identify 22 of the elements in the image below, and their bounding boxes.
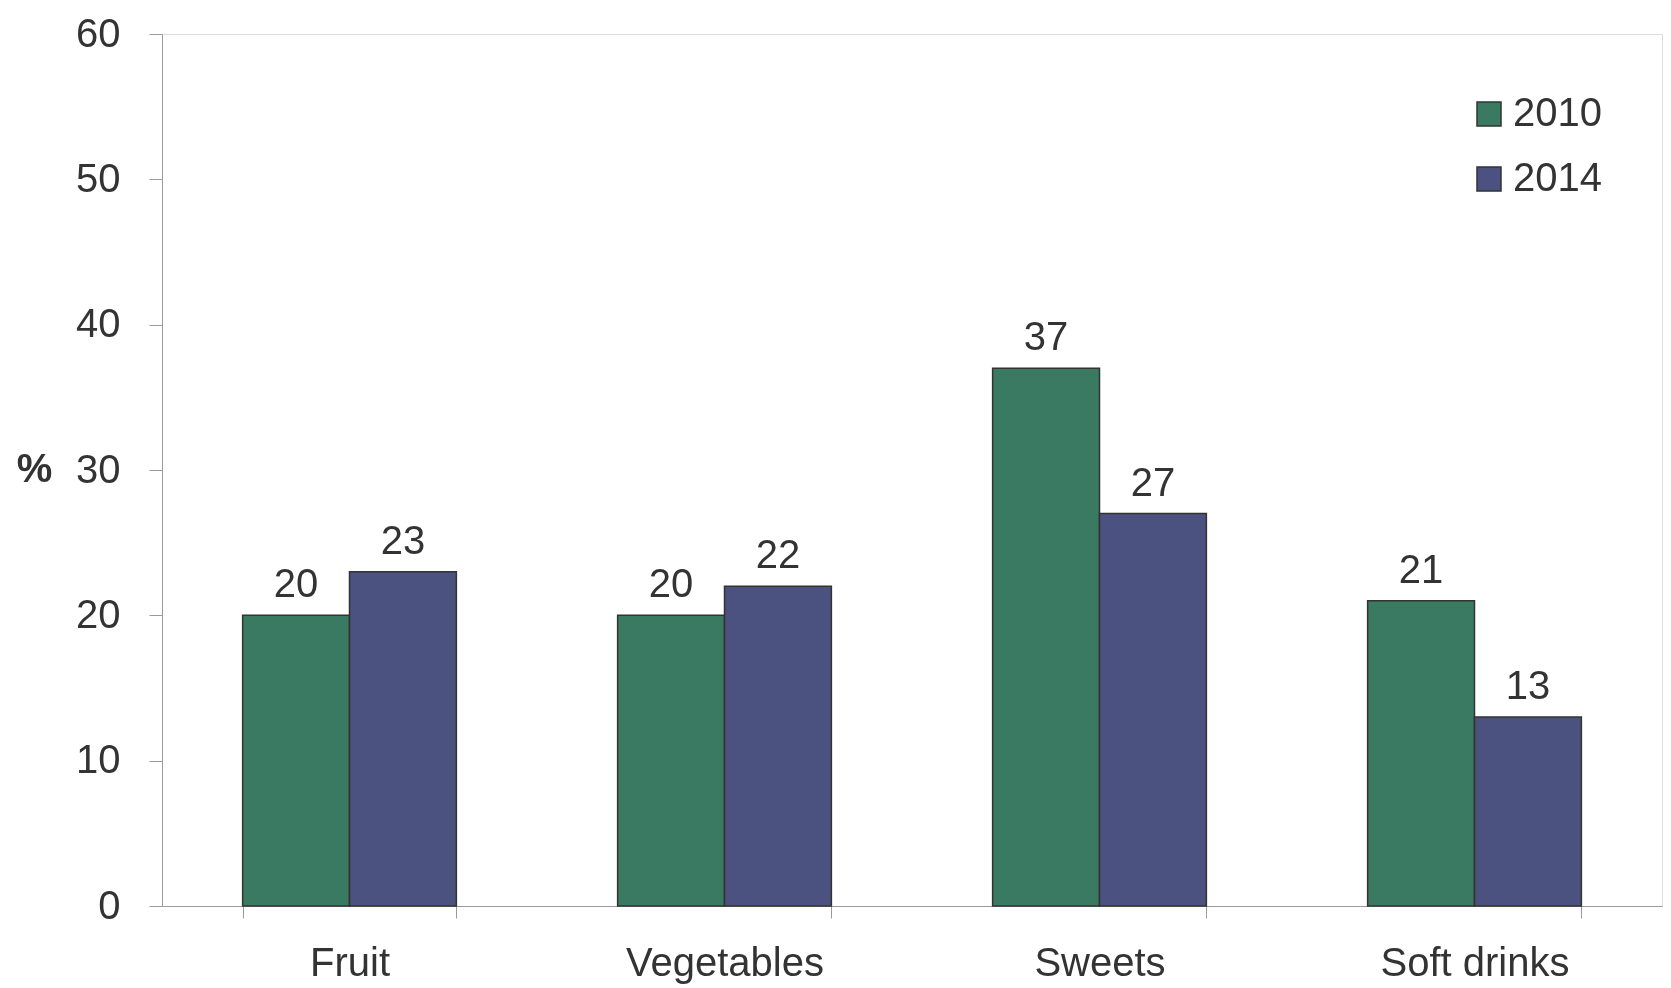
y-axis-title: % bbox=[16, 445, 53, 490]
y-tick-label: 20 bbox=[76, 591, 121, 636]
y-tick-label: 0 bbox=[98, 882, 121, 927]
y-tick-label: 60 bbox=[76, 10, 121, 55]
data-label: 13 bbox=[1505, 663, 1551, 708]
x-tick-label: Vegetables bbox=[626, 939, 824, 984]
data-label: 22 bbox=[755, 532, 801, 577]
data-label: 20 bbox=[648, 561, 694, 606]
data-label: 37 bbox=[1023, 314, 1069, 359]
y-tick-label: 50 bbox=[76, 155, 121, 200]
x-tick-label: Fruit bbox=[310, 939, 390, 984]
legend-label: 2010 bbox=[1513, 90, 1602, 134]
data-label: 20 bbox=[273, 561, 319, 606]
y-tick-label: 30 bbox=[76, 446, 121, 491]
data-label: 27 bbox=[1130, 459, 1176, 504]
y-tick-label: 10 bbox=[76, 737, 121, 782]
legend-label: 2014 bbox=[1513, 155, 1602, 199]
data-label: 23 bbox=[380, 517, 426, 562]
y-tick-label: 40 bbox=[76, 301, 121, 346]
x-tick-label: Sweets bbox=[1034, 939, 1166, 984]
data-label: 21 bbox=[1398, 546, 1444, 591]
x-tick-label: Soft drinks bbox=[1380, 939, 1570, 984]
